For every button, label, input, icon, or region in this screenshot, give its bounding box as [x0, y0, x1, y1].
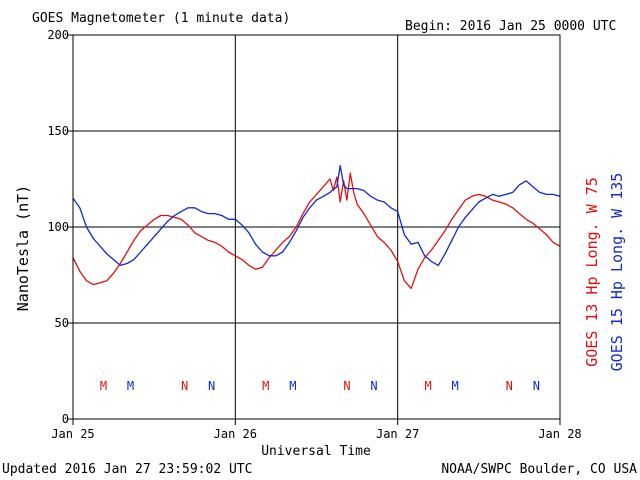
- begin-time-label: Begin: 2016 Jan 25 0000 UTC: [405, 19, 616, 34]
- mn-marker: N: [343, 379, 350, 393]
- series-lines: [72, 164, 561, 290]
- legend-goes15: GOES 15 Hp Long. W 135: [608, 173, 626, 372]
- y-tick-label: 100: [47, 220, 69, 234]
- mn-marker: M: [127, 379, 134, 393]
- y-tick-label: 50: [55, 316, 69, 330]
- x-tick-label: Jan 25: [51, 427, 94, 441]
- x-tick-label: Jan 26: [214, 427, 257, 441]
- mn-marker: M: [100, 379, 107, 393]
- y-axis-ticks: 0 50 100 150 200: [47, 28, 73, 426]
- mn-marker: N: [370, 379, 377, 393]
- mn-marker: N: [181, 379, 188, 393]
- y-axis-label: NanoTesla (nT): [14, 185, 32, 311]
- mn-marker: M: [424, 379, 431, 393]
- mn-marker: M: [452, 379, 459, 393]
- mn-marker: N: [506, 379, 513, 393]
- mn-marker: N: [208, 379, 215, 393]
- source-credit: NOAA/SWPC Boulder, CO USA: [441, 462, 637, 477]
- mn-marker: N: [533, 379, 540, 393]
- mn-marker: M: [289, 379, 296, 393]
- mn-marker: M: [262, 379, 269, 393]
- y-tick-label: 0: [62, 412, 69, 426]
- grid: [73, 35, 560, 419]
- series-line-0: [72, 172, 561, 290]
- y-tick-label: 200: [47, 28, 69, 42]
- chart-title: GOES Magnetometer (1 minute data): [32, 11, 290, 26]
- legend-goes13: GOES 13 Hp Long. W 75: [583, 177, 601, 367]
- updated-timestamp: Updated 2016 Jan 27 23:59:02 UTC: [2, 462, 252, 477]
- x-axis-label: Universal Time: [261, 444, 371, 459]
- x-tick-label: Jan 27: [376, 427, 419, 441]
- series-line-1: [72, 164, 561, 267]
- x-tick-label: Jan 28: [538, 427, 581, 441]
- y-tick-label: 150: [47, 124, 69, 138]
- x-axis-ticks: Jan 25 Jan 26 Jan 27 Jan 28: [51, 419, 582, 441]
